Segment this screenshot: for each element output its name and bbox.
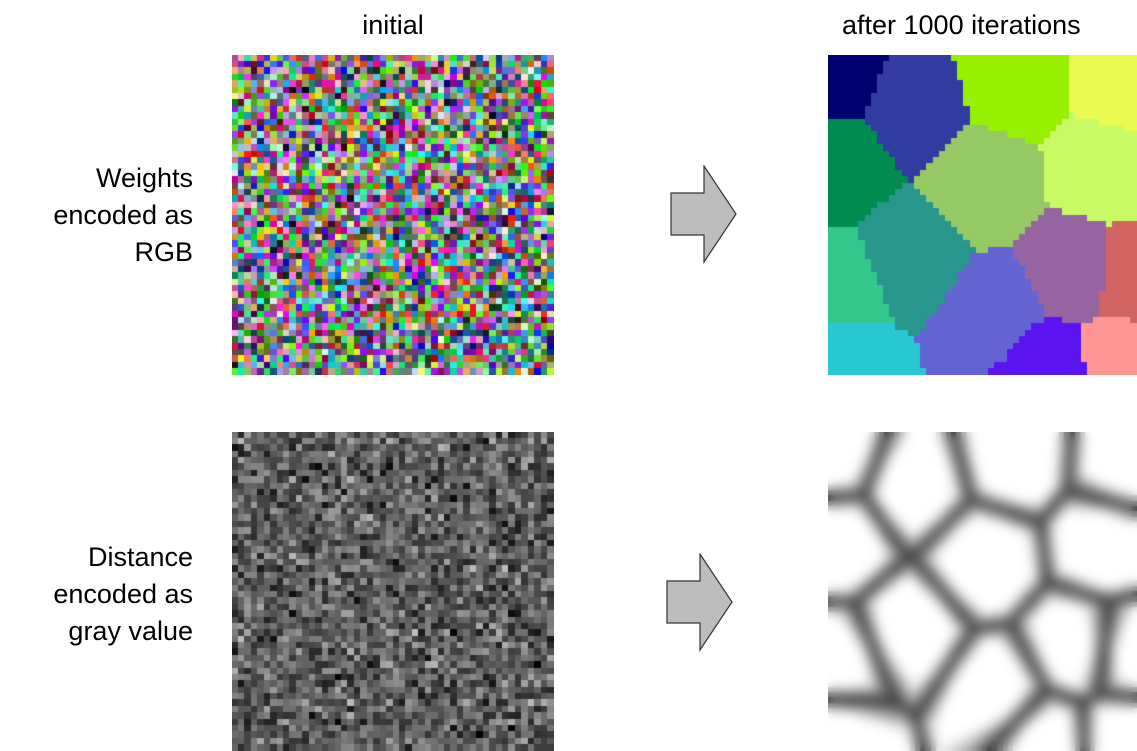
row-label-weights-line1: Weights	[95, 163, 193, 193]
arrow-right-icon	[670, 165, 737, 264]
row-label-distance-line2: encoded as	[53, 579, 193, 609]
row-label-distance-line1: Distance	[87, 542, 193, 572]
weights-rgb-initial-image	[232, 55, 554, 375]
row-label-weights: Weights encoded as RGB	[53, 160, 193, 271]
weights-rgb-final-image	[828, 55, 1137, 375]
distance-gray-final-image	[828, 432, 1137, 751]
distance-gray-initial-image	[232, 432, 554, 751]
arrow-shape	[666, 553, 733, 652]
column-title-initial: initial	[362, 10, 424, 40]
arrow-shape	[670, 165, 737, 264]
arrow-right-icon	[666, 553, 733, 652]
row-label-distance: Distance encoded as gray value	[53, 539, 193, 650]
row-label-weights-line2: encoded as	[53, 200, 193, 230]
row-label-distance-line3: gray value	[68, 616, 193, 646]
column-title-after-iterations: after 1000 iterations	[842, 10, 1081, 40]
row-label-weights-line3: RGB	[134, 237, 193, 267]
